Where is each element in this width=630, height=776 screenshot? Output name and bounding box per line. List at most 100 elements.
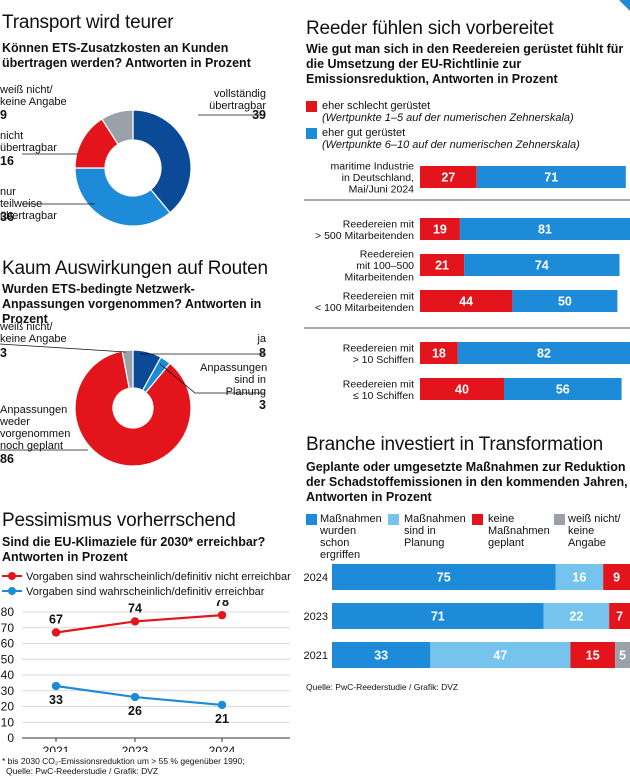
- bars1-value-label: 50: [558, 295, 572, 309]
- bars1-category-label: Reedereien mit > 500 Mitarbeitenden: [315, 218, 414, 242]
- bars1-segment: [457, 342, 630, 364]
- bars1-legend-blue: eher gut gerüstet: [322, 127, 406, 139]
- bars1-segment: [420, 218, 460, 240]
- pie2-label-ja: ja: [257, 333, 266, 345]
- pie1-subtitle: Können ETS-Zusatzkosten an Kunden übertr…: [2, 41, 251, 70]
- pie1-value-teilweise: 36: [0, 210, 14, 224]
- line-ytick: 80: [1, 605, 15, 619]
- bars1-value-label: 82: [537, 347, 551, 361]
- pie2-title: Kaum Auswirkungen auf Routen: [2, 258, 268, 279]
- pie2-label-wn: weiß nicht/ keine Angabe: [0, 321, 67, 345]
- bars2-year-label: 2023: [304, 611, 328, 623]
- bars2-legend-2: Maßnahmen sind in Planung: [404, 513, 466, 549]
- bars1-category-label: Reedereien mit > 10 Schiffen: [343, 342, 414, 366]
- bars1-value-label: 19: [433, 223, 447, 237]
- pie2-label-keine: Anpassungen weder vorgenommen noch gepla…: [0, 404, 71, 452]
- pie1-value-nicht: 16: [0, 154, 14, 168]
- bars1-segment: [420, 290, 513, 312]
- pie2-value-wn: 3: [0, 346, 7, 360]
- pie2-subtitle: Wurden ETS-bedingte Netzwerk-Anpassungen…: [2, 282, 262, 326]
- bars1-legend-red-swatch: [306, 101, 317, 112]
- bars2-segment: [332, 642, 431, 668]
- line-data-label: 33: [49, 693, 63, 707]
- pie1-label-teilweise: nur teilweise übertragbar: [0, 186, 57, 222]
- bars2-year-label: 2024: [304, 572, 328, 584]
- pie1-value-wn: 9: [0, 108, 7, 122]
- pie-slice-2: [74, 167, 171, 227]
- line-ytick: 60: [1, 637, 15, 651]
- bars1-value-label: 56: [556, 383, 570, 397]
- bars1-category-label: Reedereien mit ≤ 10 Schiffen: [343, 378, 414, 402]
- corner-marker: [619, 0, 630, 11]
- line-data-label: 67: [49, 612, 63, 626]
- line-ytick: 20: [1, 700, 15, 714]
- bars2-segment: [609, 603, 630, 629]
- line-xtick: 2024: [209, 744, 236, 752]
- line-data-label: 26: [128, 704, 142, 718]
- bars2-value-label: 33: [374, 649, 388, 663]
- bars1-value-label: 18: [432, 347, 446, 361]
- line-xtick: 2023: [122, 744, 149, 752]
- bars1-segment: [512, 290, 618, 312]
- bars1-legend-red: eher schlecht gerüstet: [322, 100, 431, 112]
- bars1-category-label: maritime Industrie in Deutschland, Mai/Jun…: [331, 161, 415, 196]
- bars2-subtitle: Geplante oder umgesetzte Maßnahmen zur R…: [306, 460, 628, 504]
- bars1-segment: [420, 254, 465, 276]
- pie2-slices: [74, 349, 192, 467]
- line-ytick: 10: [1, 715, 15, 729]
- line-xtick: 2021: [43, 744, 70, 752]
- bars2-value-label: 5: [619, 649, 626, 663]
- pie2-label-planung: Anpassungen sind in Planung: [200, 362, 268, 398]
- pie-slice-3: [74, 350, 192, 467]
- bars2-value-label: 16: [572, 571, 586, 585]
- bars1-category-label: Reedereien mit < 100 Mitarbeitenden: [315, 290, 414, 314]
- bars2-legend-swatch-1: [306, 514, 317, 525]
- pie1-chart: [22, 109, 265, 227]
- bars2-segment: [430, 642, 571, 668]
- pie2-chart: [0, 343, 265, 467]
- line-legend: [2, 572, 22, 595]
- pie-slice-1: [132, 109, 192, 214]
- pie2-leader-wn: [0, 343, 127, 353]
- bars1-value-label: 71: [544, 171, 558, 185]
- legend-red-marker: [8, 572, 16, 580]
- bars1-subtitle: Wie gut man sich in den Reedereien gerüs…: [306, 42, 624, 86]
- pie2-value-keine: 86: [0, 452, 14, 466]
- line-data-label: 78: [215, 600, 229, 609]
- line-legend-blue: Vorgaben sind wahrscheinlich/definitiv e…: [26, 586, 265, 598]
- bars2-value-label: 75: [437, 571, 451, 585]
- line-series-2: [55, 684, 223, 707]
- pie1-label-vollst: vollständig übertragbar: [209, 88, 266, 112]
- bars2-segment: [332, 603, 544, 629]
- bars2-legend-3: keine Maßnahmen geplant: [488, 513, 550, 549]
- bars1-segment: [420, 378, 504, 400]
- line-subtitle: Sind die EU-Klimaziele für 2030* erreich…: [2, 535, 266, 564]
- bars2-segment: [332, 564, 556, 590]
- line-legend-red: Vorgaben sind wahrscheinlich/definitiv n…: [26, 571, 291, 583]
- line-point: [51, 628, 61, 637]
- bars2-legend-4: weiß nicht/ keine Angabe: [568, 513, 621, 549]
- bars1-segment: [504, 378, 622, 400]
- line-point: [130, 617, 140, 626]
- line-series-1: [55, 614, 223, 634]
- bars1-value-label: 21: [435, 259, 449, 273]
- bars2-chart: 2024 75 16 9 2023 71 22 7 2021 33 47 15 5: [304, 564, 630, 668]
- bars1-category-label: Reedereien mit 100–500 Mitarbeitenden: [345, 249, 415, 284]
- bars2-value-label: 7: [616, 610, 623, 624]
- line-footnote: * bis 2030 CO₂-Emissionsreduktion um > 5…: [2, 756, 245, 766]
- bars1-legend-blue-swatch: [306, 128, 317, 139]
- bars1-value-label: 40: [455, 383, 469, 397]
- line-point: [217, 700, 227, 710]
- bars2-segment: [603, 564, 630, 590]
- bars1-segment: [420, 342, 458, 364]
- line-data-label: 74: [128, 601, 142, 615]
- bars2-segment: [570, 642, 616, 668]
- bars2-segment: [615, 642, 630, 668]
- pie1-label-wn: weiß nicht/ keine Angabe: [0, 84, 67, 108]
- bars2-value-label: 22: [569, 610, 583, 624]
- bars1-segment: [464, 254, 620, 276]
- bars2-segment: [555, 564, 604, 590]
- line-ytick: 0: [7, 731, 14, 745]
- bars1-value-label: 74: [535, 259, 549, 273]
